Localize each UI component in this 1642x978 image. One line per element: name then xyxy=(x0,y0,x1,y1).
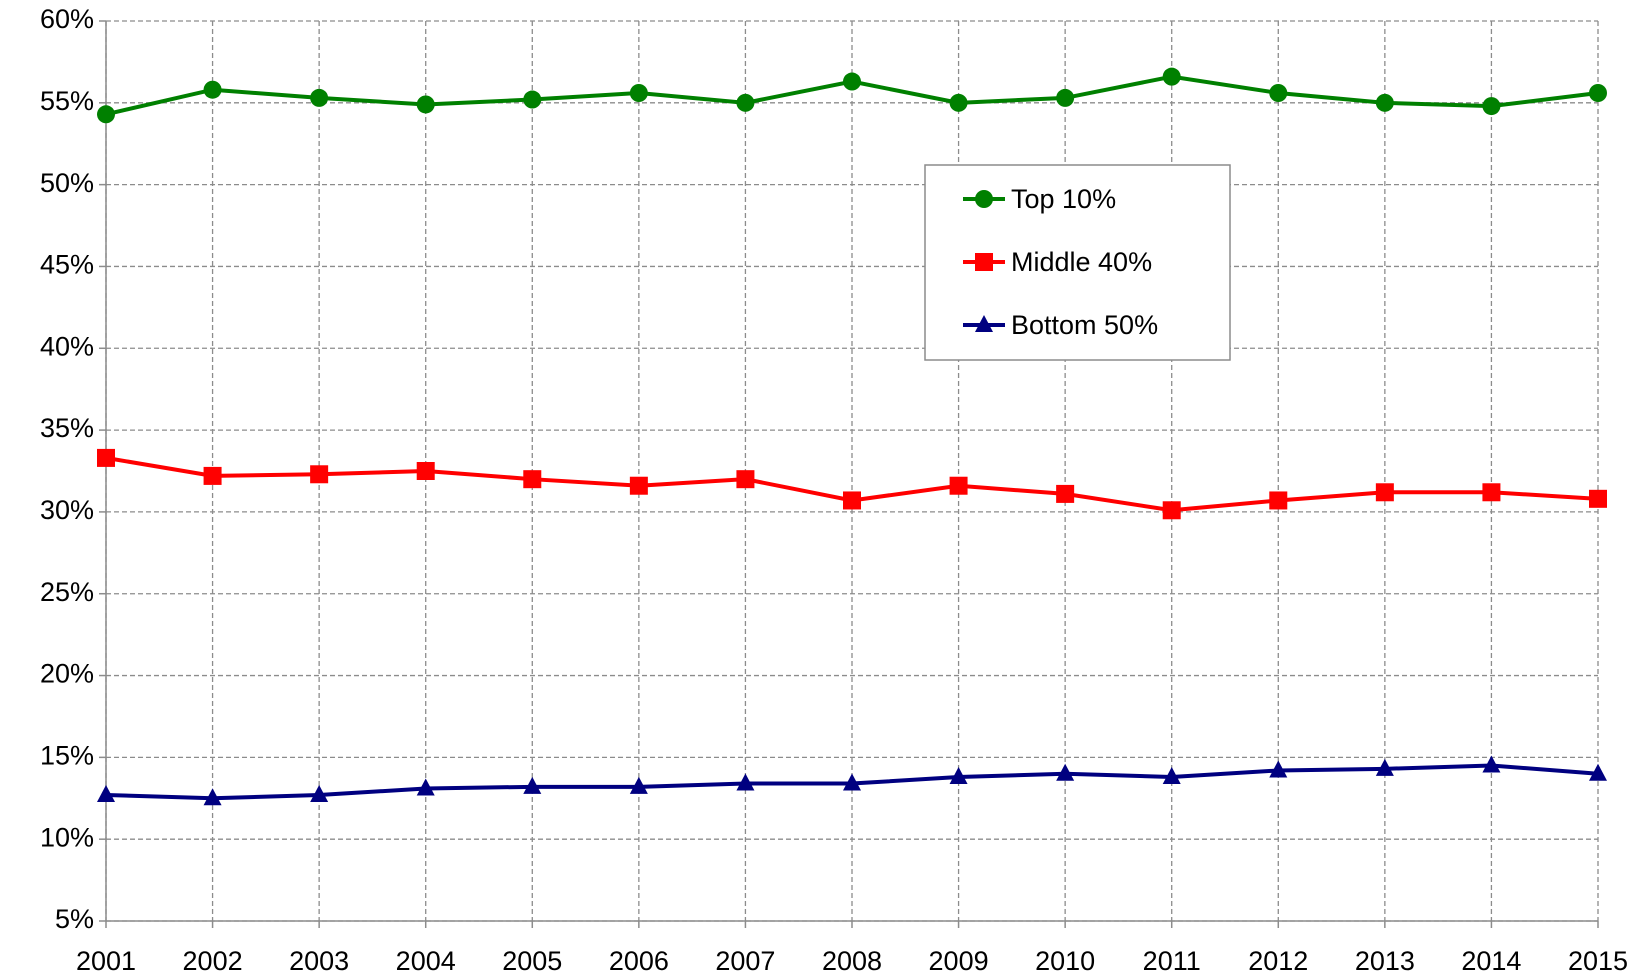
marker xyxy=(1482,97,1501,116)
marker xyxy=(1375,758,1394,776)
y-tick-label: 25% xyxy=(40,577,94,607)
marker xyxy=(97,785,115,802)
x-tick-label: 2002 xyxy=(183,946,243,976)
x-tick-label: 2004 xyxy=(396,946,456,976)
y-tick-label: 40% xyxy=(40,331,94,361)
x-tick-label: 2006 xyxy=(609,946,669,976)
marker xyxy=(1056,763,1075,781)
marker xyxy=(203,80,222,99)
marker xyxy=(416,778,435,796)
x-tick-label: 2012 xyxy=(1248,946,1308,976)
marker xyxy=(523,470,542,489)
marker xyxy=(1162,67,1181,86)
x-tick-label: 2010 xyxy=(1035,946,1095,976)
marker xyxy=(843,72,861,91)
x-tick-label: 2013 xyxy=(1355,946,1415,976)
y-tick-label: 45% xyxy=(40,250,94,280)
marker xyxy=(203,466,222,485)
marker xyxy=(629,84,648,102)
marker xyxy=(949,93,968,112)
legend-label: Middle 40% xyxy=(1011,247,1152,277)
marker xyxy=(843,491,861,510)
marker xyxy=(1375,93,1394,112)
y-tick-label: 30% xyxy=(40,495,94,525)
y-tick-label: 50% xyxy=(40,168,94,198)
marker xyxy=(310,88,329,107)
marker xyxy=(736,93,755,112)
marker xyxy=(97,448,115,467)
marker xyxy=(736,773,755,791)
marker xyxy=(523,776,542,794)
x-tick-label: 2003 xyxy=(289,946,349,976)
y-tick-label: 5% xyxy=(55,904,94,934)
marker xyxy=(416,462,435,480)
legend-label: Bottom 50% xyxy=(1011,310,1158,340)
marker xyxy=(1482,755,1501,773)
marker xyxy=(416,95,435,114)
marker xyxy=(1589,489,1607,508)
y-tick-label: 55% xyxy=(40,86,94,116)
marker xyxy=(1482,483,1501,502)
y-tick-label: 20% xyxy=(40,659,94,689)
marker xyxy=(1589,84,1607,102)
marker xyxy=(629,776,648,794)
marker xyxy=(203,788,222,806)
marker xyxy=(949,476,968,495)
marker xyxy=(629,476,648,495)
marker xyxy=(523,90,542,109)
y-tick-label: 10% xyxy=(40,822,94,852)
marker xyxy=(1269,491,1288,510)
x-tick-label: 2008 xyxy=(822,946,882,976)
x-tick-label: 2005 xyxy=(502,946,562,976)
marker xyxy=(310,785,329,802)
marker xyxy=(1056,484,1075,503)
y-tick-label: 60% xyxy=(40,4,94,34)
x-tick-label: 2009 xyxy=(929,946,989,976)
x-tick-label: 2011 xyxy=(1143,946,1201,976)
y-tick-label: 35% xyxy=(40,413,94,443)
marker xyxy=(949,767,968,784)
marker xyxy=(1375,483,1394,502)
marker xyxy=(736,470,755,489)
legend-label: Top 10% xyxy=(1011,184,1116,214)
x-tick-label: 2015 xyxy=(1568,946,1628,976)
marker xyxy=(1269,84,1288,102)
marker xyxy=(1589,763,1607,781)
marker xyxy=(975,253,993,271)
y-tick-label: 15% xyxy=(40,740,94,770)
marker xyxy=(975,315,993,332)
marker xyxy=(1162,501,1181,520)
marker xyxy=(310,465,329,484)
marker xyxy=(1162,767,1181,784)
marker xyxy=(97,105,115,124)
x-tick-label: 2007 xyxy=(715,946,775,976)
marker xyxy=(1056,88,1075,107)
x-tick-label: 2014 xyxy=(1461,946,1521,976)
x-tick-label: 2001 xyxy=(76,946,136,976)
marker xyxy=(843,773,861,791)
marker xyxy=(975,190,993,208)
marker xyxy=(1269,760,1288,778)
legend: Top 10% Middle 40% Bottom 50% xyxy=(924,164,1231,361)
